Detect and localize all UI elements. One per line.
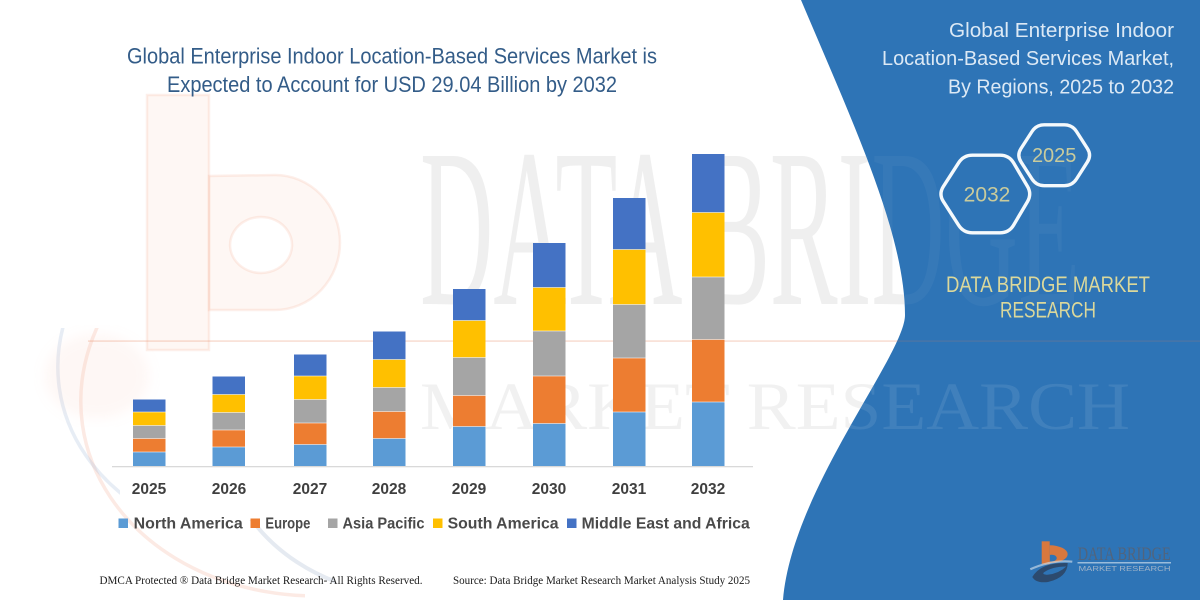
svg-text:DATA BRIDGE MARKET: DATA BRIDGE MARKET xyxy=(946,272,1150,297)
svg-text:2029: 2029 xyxy=(452,481,487,498)
svg-text:2032: 2032 xyxy=(691,481,725,498)
svg-text:MARKET RESEARCH: MARKET RESEARCH xyxy=(420,368,1130,444)
svg-text:Global Enterprise Indoor: Global Enterprise Indoor xyxy=(949,20,1174,42)
svg-text:DATA BRIDGE: DATA BRIDGE xyxy=(1078,544,1171,565)
svg-text:2030: 2030 xyxy=(532,481,566,498)
svg-text:2026: 2026 xyxy=(212,481,247,498)
svg-text:MARKET RESEARCH: MARKET RESEARCH xyxy=(1079,566,1171,573)
svg-text:Asia Pacific: Asia Pacific xyxy=(343,516,425,533)
svg-text:Global Enterprise Indoor Locat: Global Enterprise Indoor Location-Based … xyxy=(127,44,657,69)
svg-text:South America: South America xyxy=(448,516,559,533)
svg-text:Expected to Account for USD 29: Expected to Account for USD 29.04 Billio… xyxy=(167,72,617,97)
svg-text:2031: 2031 xyxy=(612,481,647,498)
svg-text:DATA BRIDGE: DATA BRIDGE xyxy=(420,103,1080,353)
svg-text:2027: 2027 xyxy=(293,481,327,498)
svg-text:North America: North America xyxy=(134,516,243,533)
svg-text:2025: 2025 xyxy=(1032,145,1077,167)
svg-text:By Regions, 2025 to 2032: By Regions, 2025 to 2032 xyxy=(948,77,1174,99)
svg-text:Europe: Europe xyxy=(265,516,310,533)
svg-text:2032: 2032 xyxy=(964,184,1011,207)
svg-text:2028: 2028 xyxy=(372,481,407,498)
svg-text:DMCA Protected ® Data Bridge M: DMCA Protected ® Data Bridge Market Rese… xyxy=(100,573,423,587)
svg-text:2025: 2025 xyxy=(132,481,167,498)
svg-text:Source: Data Bridge Market Res: Source: Data Bridge Market Research Mark… xyxy=(453,573,750,587)
svg-text:RESEARCH: RESEARCH xyxy=(1000,298,1096,323)
svg-text:Location-Based Services Market: Location-Based Services Market, xyxy=(882,48,1174,70)
svg-text:Middle East and Africa: Middle East and Africa xyxy=(582,516,750,533)
